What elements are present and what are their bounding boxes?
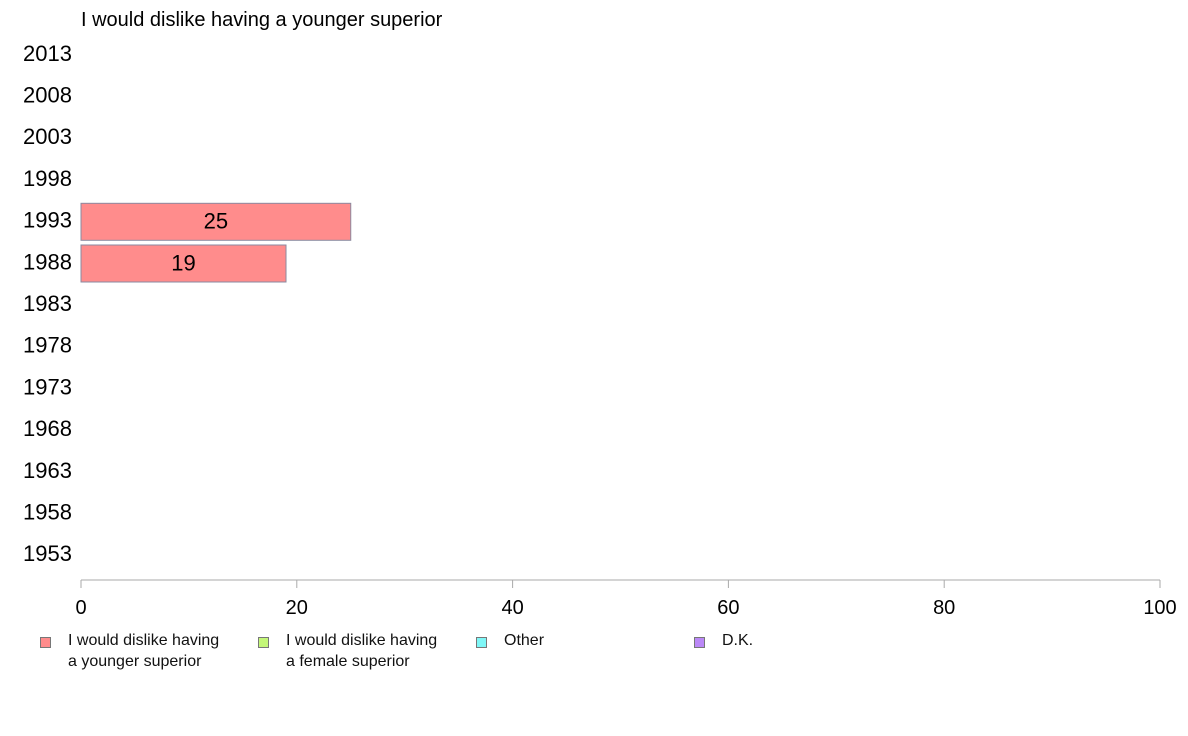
y-tick-label: 2013 (23, 41, 72, 66)
y-tick-label: 1988 (23, 249, 72, 274)
x-tick-label: 0 (75, 597, 86, 619)
legend-swatch-younger (40, 637, 51, 648)
legend-item-female-superior: I would dislike having a female superior (258, 630, 437, 672)
legend-label-other: Other (504, 632, 545, 649)
x-tick-label: 100 (1143, 597, 1176, 619)
legend-item-other: Other (476, 630, 544, 651)
y-tick-label: 2003 (23, 124, 72, 149)
y-tick-label: 1953 (23, 541, 72, 566)
bars-group: 25 19 (80, 202, 352, 283)
y-tick-label: 1958 (23, 500, 72, 525)
y-tick-label: 1993 (23, 208, 72, 233)
bar (80, 244, 287, 283)
legend-swatch-dk (694, 637, 705, 648)
bar-chart: I would dislike having a younger superio… (23, 9, 1177, 619)
chart-title: I would dislike having a younger superio… (81, 9, 443, 31)
x-tick-label: 80 (933, 597, 955, 619)
x-tick-label: 60 (717, 597, 739, 619)
y-tick-label: 1998 (23, 166, 72, 191)
x-tick-label: 20 (286, 597, 308, 619)
legend-item-younger-superior: I would dislike having a younger superio… (40, 630, 219, 672)
y-tick-label: 2008 (23, 83, 72, 108)
y-axis-labels: 2013 2008 2003 1998 1993 1988 1983 1978 1973 1968… (23, 41, 72, 566)
legend-swatch-other (476, 637, 487, 648)
legend-label-female: I would dislike having a female superior (286, 632, 438, 670)
legend-swatch-female (258, 637, 269, 648)
x-axis: 0 20 40 60 80 100 (75, 579, 1177, 619)
y-tick-label: 1983 (23, 291, 72, 316)
y-tick-label: 1973 (23, 374, 72, 399)
y-tick-label: 1978 (23, 333, 72, 358)
bar (80, 202, 352, 241)
legend-item-dk: D.K. (694, 630, 753, 651)
legend: I would dislike having a younger superio… (40, 630, 1140, 680)
x-tick-label: 40 (501, 597, 523, 619)
legend-label-younger: I would dislike having a younger superio… (68, 632, 220, 670)
y-tick-label: 1968 (23, 416, 72, 441)
y-tick-label: 1963 (23, 458, 72, 483)
bar-value-label: 19 (171, 250, 195, 275)
legend-label-dk: D.K. (722, 632, 754, 649)
bar-value-label: 25 (204, 209, 228, 234)
